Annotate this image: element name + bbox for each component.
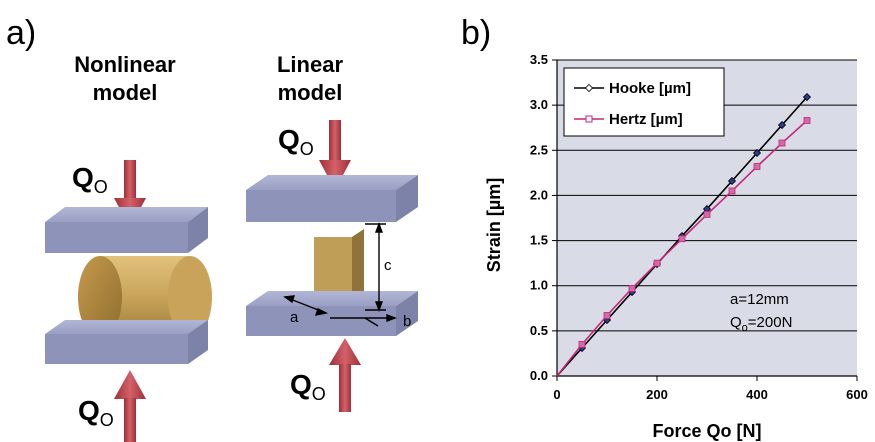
linear-bottom-arrow [329,338,361,412]
hertz-point [803,117,811,124]
hooke-point [802,92,812,102]
nonlinear-title-line1: Nonlinear [74,52,176,77]
legend-label: Hooke [µm] [609,80,691,97]
hooke-point [727,176,737,186]
linear-title-line1: Linear [277,52,343,77]
y-tick-label: 3.5 [530,52,548,67]
legend-item-hooke: Hooke [µm] [574,80,691,97]
nonlinear-model: QO QO [45,160,212,442]
y-tick-labels: 0.0 0.5 1.0 1.5 2.0 2.5 3.0 3.5 [530,52,548,383]
dimension-c-label: c [384,257,392,274]
panel-a: a) Nonlinear model Linear model [6,14,418,442]
annotation-size: a=12mm [730,291,789,308]
y-tick-label: 2.0 [530,187,548,202]
linear-bottom-force-label: QO [290,369,326,404]
y-tick-label: 2.5 [530,142,548,157]
x-tick-label: 400 [746,387,768,402]
hertz-point [753,163,761,170]
legend-marker [585,115,593,123]
x-tick-labels: 0 200 400 600 [553,376,868,402]
y-tick-label: 3.0 [530,97,548,112]
x-tick-label: 0 [553,387,560,402]
hertz-point [628,285,636,292]
linear-top-plate [246,175,418,222]
legend-box [563,67,725,137]
y-tick-label: 0.5 [530,323,548,338]
linear-title-line2: model [278,80,343,105]
dimension-b-label: b [403,313,411,330]
dimension-lines [283,222,397,327]
nonlinear-top-force-label: QO [72,162,108,197]
x-tick-label: 600 [846,387,868,402]
linear-top-force-label: QO [278,124,314,159]
hooke-point [752,148,762,158]
annotation-force: Qo=200N [730,314,792,334]
panel-b-label: b) [461,14,491,52]
nonlinear-bottom-plate [45,320,208,364]
linear-bottom-plate [246,291,418,336]
series-layer [556,92,812,377]
x-tick-label: 200 [646,387,668,402]
hertz-point [578,340,586,348]
hooke-point [777,120,787,130]
dimension-a-label: a [290,309,299,326]
y-tick-label: 1.0 [530,278,548,293]
hertz-point [678,235,686,243]
linear-model: a b c QO QO [246,120,418,412]
y-tick-label: 0.0 [530,368,548,383]
hertz-point [653,259,661,267]
legend-marker [584,83,594,93]
nonlinear-top-plate [45,207,208,253]
nonlinear-bottom-force-label: QO [78,395,114,430]
hertz-point [703,210,711,218]
x-axis-title: Force Qo [N] [652,421,761,441]
hertz-point [778,139,786,147]
legend-item-hertz: Hertz [µm] [574,111,683,128]
hertz-series [556,117,811,377]
panel-b: b) 0.0 0.5 1.0 1.5 2.0 2.5 3.0 3.5 0 200 400 600 S… [461,14,868,441]
y-axis-title: Strain [µm] [484,178,504,272]
nonlinear-bottom-arrow [114,370,146,442]
y-tick-label: 1.5 [530,233,548,248]
legend: Hooke [µm] Hertz [µm] [563,67,725,137]
hertz-point [728,187,736,195]
panel-a-label: a) [6,14,36,52]
legend-label: Hertz [µm] [609,111,683,128]
nonlinear-title-line2: model [93,80,158,105]
hertz-point [603,312,611,319]
